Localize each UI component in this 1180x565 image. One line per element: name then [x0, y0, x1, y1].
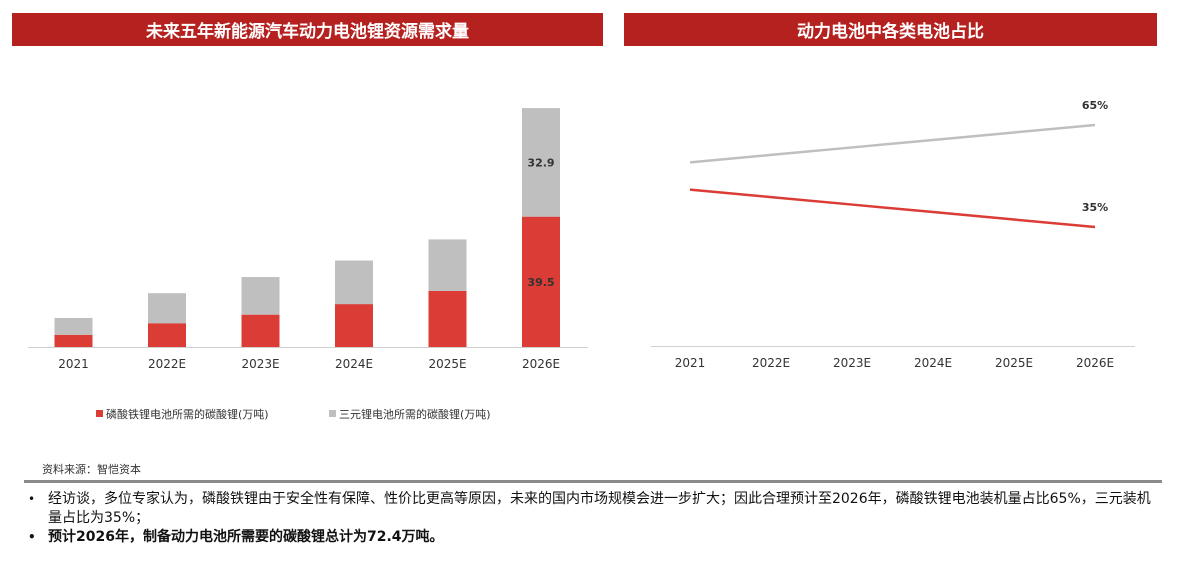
bar-chart: 2021 2022E 2023E 2024E 2025E 2026E 39.5 32.9 磷酸铁… — [28, 108, 588, 421]
x-tick-label: 2021 — [675, 356, 706, 370]
bar-lfp — [522, 216, 560, 347]
x-tick-label: 2025E — [995, 356, 1033, 370]
left-chart-title: 未来五年新能源汽车动力电池锂资源需求量 — [12, 13, 603, 46]
source-note: 资料来源：智恺资本 — [42, 463, 141, 476]
x-tick-label: 2026E — [1076, 356, 1114, 370]
right-chart-title: 动力电池中各类电池占比 — [624, 13, 1157, 46]
bar-lfp — [241, 314, 280, 347]
legend-swatch — [329, 410, 336, 417]
bullet-item: • 预计2026年，制备动力电池所需要的碳酸锂总计为72.4万吨。 — [28, 528, 1158, 547]
bullet-dot-icon: • — [28, 530, 36, 544]
x-tick-label: 2026E — [522, 357, 560, 371]
legend-swatch — [96, 410, 103, 417]
data-label: 39.5 — [527, 276, 554, 289]
divider — [24, 480, 1162, 483]
line-chart: 2021 2022E 2023E 2024E 2025E 2026E 65% 35% — [651, 99, 1135, 370]
bar-lfp — [428, 290, 467, 347]
x-tick-label: 2022E — [752, 356, 790, 370]
x-tick-label: 2021 — [58, 357, 89, 371]
bullet-item: • 经访谈，多位专家认为，磷酸铁锂由于安全性有保障、性价比更高等原因，未来的国内… — [28, 490, 1158, 528]
x-tick-label: 2024E — [914, 356, 952, 370]
bar-lfp — [335, 304, 373, 347]
bar-lfp — [148, 323, 186, 347]
bar-ternary — [148, 293, 186, 324]
bar-ternary — [428, 239, 467, 291]
legend-label: 三元锂电池所需的碳酸锂(万吨) — [339, 407, 491, 421]
bar-lfp — [54, 334, 93, 347]
bar-ternary — [54, 317, 93, 335]
x-tick-label: 2025E — [428, 357, 466, 371]
x-tick-label: 2023E — [241, 357, 279, 371]
end-value-label: 65% — [1082, 99, 1108, 112]
x-tick-label: 2024E — [335, 357, 373, 371]
end-value-label: 35% — [1082, 201, 1108, 214]
bar-ternary — [522, 108, 560, 217]
legend-label: 磷酸铁锂电池所需的碳酸锂(万吨) — [106, 407, 269, 421]
bullet-text: 预计2026年，制备动力电池所需要的碳酸锂总计为72.4万吨。 — [48, 529, 444, 545]
bullet-list: • 经访谈，多位专家认为，磷酸铁锂由于安全性有保障、性价比更高等原因，未来的国内… — [28, 490, 1158, 547]
bar-ternary — [335, 260, 373, 305]
bullet-dot-icon: • — [28, 492, 36, 506]
bar-ternary — [241, 277, 280, 315]
series-line-lfp — [689, 188, 1096, 229]
x-tick-label: 2022E — [148, 357, 186, 371]
bullet-text: 经访谈，多位专家认为，磷酸铁锂由于安全性有保障、性价比更高等原因，未来的国内市场… — [48, 491, 1151, 526]
x-tick-label: 2023E — [833, 356, 871, 370]
series-line-ternary — [689, 123, 1096, 164]
data-label: 32.9 — [527, 156, 554, 169]
